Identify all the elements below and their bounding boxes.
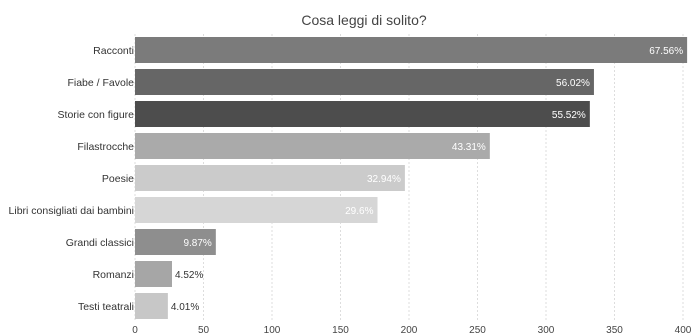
bar xyxy=(135,293,168,319)
bar xyxy=(135,261,172,287)
category-label: Romanzi xyxy=(93,269,134,281)
category-label: Poesie xyxy=(102,173,134,185)
bar xyxy=(135,37,688,63)
category-label: Fiabe / Favole xyxy=(67,77,134,89)
x-tick-label: 350 xyxy=(606,325,623,334)
bar xyxy=(135,101,590,127)
data-label: 9.87% xyxy=(183,238,211,249)
data-label: 67.56% xyxy=(649,46,683,57)
x-axis-ticks: 0 50 100 150 200 250 300 350 400 xyxy=(132,325,691,334)
data-label: 43.31% xyxy=(452,142,486,153)
category-label: Libri consigliati dai bambini xyxy=(9,205,134,217)
category-label: Testi teatrali xyxy=(78,301,134,313)
data-label: 55.52% xyxy=(552,110,586,121)
data-label: 4.01% xyxy=(171,302,199,313)
bar xyxy=(135,197,378,223)
category-label: Filastrocche xyxy=(77,141,134,153)
category-label: Racconti xyxy=(93,45,134,57)
bar xyxy=(135,69,594,95)
bars: 67.56% 56.02% 55.52% 43.31% 32.94% 29.6% 9.87%… xyxy=(135,37,688,319)
bar xyxy=(135,229,216,255)
data-label: 4.52% xyxy=(175,270,203,281)
category-labels: Racconti Fiabe / Favole Storie con figure F… xyxy=(9,45,135,313)
bar xyxy=(135,165,405,191)
x-tick-label: 0 xyxy=(132,325,138,334)
x-tick-label: 250 xyxy=(469,325,486,334)
bar xyxy=(135,133,490,159)
data-label: 32.94% xyxy=(367,174,401,185)
x-tick-label: 100 xyxy=(264,325,281,334)
category-label: Storie con figure xyxy=(58,109,135,121)
data-label: 56.02% xyxy=(556,78,590,89)
x-tick-label: 150 xyxy=(332,325,349,334)
data-label: 29.6% xyxy=(345,206,373,217)
x-tick-label: 50 xyxy=(198,325,210,334)
category-label: Grandi classici xyxy=(66,237,134,249)
x-tick-label: 200 xyxy=(401,325,418,334)
x-tick-label: 400 xyxy=(675,325,691,334)
x-tick-label: 300 xyxy=(538,325,555,334)
chart-title: Cosa leggi di solito? xyxy=(301,12,427,28)
